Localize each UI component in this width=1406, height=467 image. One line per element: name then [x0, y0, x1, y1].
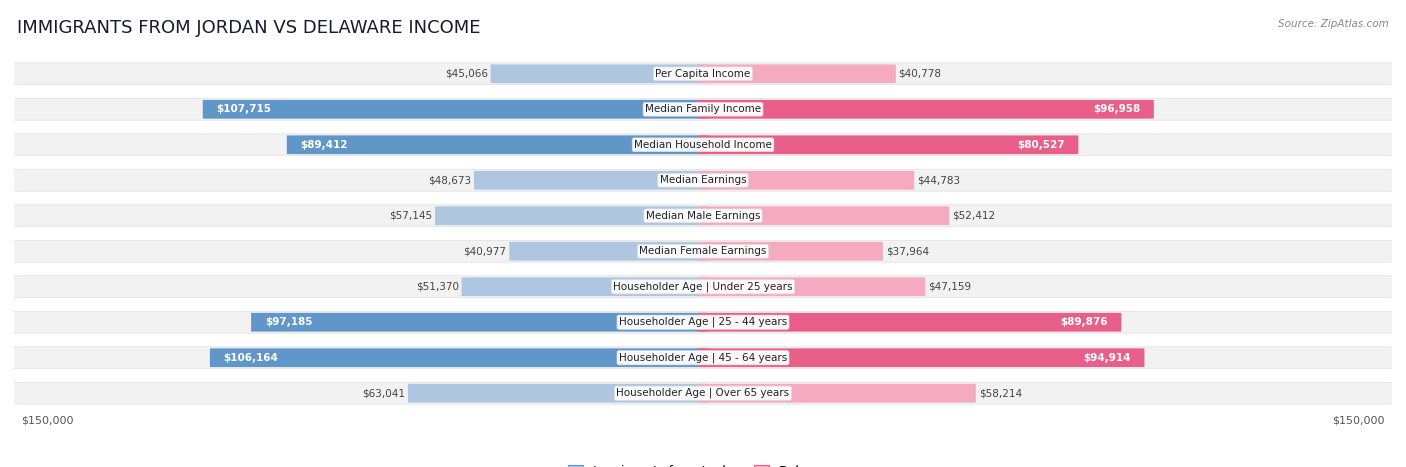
FancyBboxPatch shape [461, 277, 709, 296]
FancyBboxPatch shape [10, 134, 1396, 156]
Text: $106,164: $106,164 [224, 353, 278, 363]
FancyBboxPatch shape [10, 382, 1396, 404]
FancyBboxPatch shape [287, 135, 709, 154]
FancyBboxPatch shape [10, 63, 1396, 85]
Text: $52,412: $52,412 [952, 211, 995, 221]
Text: $150,000: $150,000 [1333, 415, 1385, 425]
Text: $45,066: $45,066 [444, 69, 488, 79]
FancyBboxPatch shape [697, 277, 925, 296]
FancyBboxPatch shape [697, 384, 976, 403]
Text: Median Male Earnings: Median Male Earnings [645, 211, 761, 221]
FancyBboxPatch shape [10, 311, 1396, 333]
Text: $94,914: $94,914 [1083, 353, 1130, 363]
Text: $40,977: $40,977 [464, 246, 506, 256]
FancyBboxPatch shape [474, 171, 709, 190]
FancyBboxPatch shape [697, 64, 896, 83]
FancyBboxPatch shape [509, 242, 709, 261]
FancyBboxPatch shape [10, 205, 1396, 226]
Text: Source: ZipAtlas.com: Source: ZipAtlas.com [1278, 19, 1389, 28]
Text: $89,876: $89,876 [1060, 317, 1108, 327]
FancyBboxPatch shape [697, 206, 949, 225]
Text: $48,673: $48,673 [427, 175, 471, 185]
FancyBboxPatch shape [408, 384, 709, 403]
Text: $89,412: $89,412 [301, 140, 349, 150]
Text: Median Female Earnings: Median Female Earnings [640, 246, 766, 256]
FancyBboxPatch shape [10, 276, 1396, 297]
Text: Median Earnings: Median Earnings [659, 175, 747, 185]
Legend: Immigrants from Jordan, Delaware: Immigrants from Jordan, Delaware [562, 460, 844, 467]
Text: Median Household Income: Median Household Income [634, 140, 772, 150]
FancyBboxPatch shape [697, 135, 1078, 154]
FancyBboxPatch shape [697, 348, 1144, 367]
Text: Householder Age | Over 65 years: Householder Age | Over 65 years [616, 388, 790, 398]
Text: $40,778: $40,778 [898, 69, 942, 79]
Text: $150,000: $150,000 [21, 415, 73, 425]
FancyBboxPatch shape [209, 348, 709, 367]
Text: $96,958: $96,958 [1092, 104, 1140, 114]
Text: $57,145: $57,145 [389, 211, 432, 221]
FancyBboxPatch shape [697, 242, 883, 261]
Text: $47,159: $47,159 [928, 282, 972, 292]
FancyBboxPatch shape [697, 171, 914, 190]
FancyBboxPatch shape [10, 241, 1396, 262]
Text: $44,783: $44,783 [917, 175, 960, 185]
FancyBboxPatch shape [202, 100, 709, 119]
FancyBboxPatch shape [491, 64, 709, 83]
Text: $80,527: $80,527 [1017, 140, 1064, 150]
FancyBboxPatch shape [252, 313, 709, 332]
Text: Householder Age | Under 25 years: Householder Age | Under 25 years [613, 282, 793, 292]
Text: $107,715: $107,715 [217, 104, 271, 114]
FancyBboxPatch shape [697, 313, 1122, 332]
Text: $63,041: $63,041 [363, 388, 405, 398]
Text: $58,214: $58,214 [979, 388, 1022, 398]
FancyBboxPatch shape [10, 99, 1396, 120]
FancyBboxPatch shape [10, 347, 1396, 368]
FancyBboxPatch shape [434, 206, 709, 225]
Text: Householder Age | 25 - 44 years: Householder Age | 25 - 44 years [619, 317, 787, 327]
FancyBboxPatch shape [697, 100, 1154, 119]
FancyBboxPatch shape [10, 170, 1396, 191]
Text: IMMIGRANTS FROM JORDAN VS DELAWARE INCOME: IMMIGRANTS FROM JORDAN VS DELAWARE INCOM… [17, 19, 481, 37]
Text: Per Capita Income: Per Capita Income [655, 69, 751, 79]
Text: $37,964: $37,964 [886, 246, 929, 256]
Text: Householder Age | 45 - 64 years: Householder Age | 45 - 64 years [619, 353, 787, 363]
Text: $51,370: $51,370 [416, 282, 458, 292]
Text: Median Family Income: Median Family Income [645, 104, 761, 114]
Text: $97,185: $97,185 [264, 317, 312, 327]
